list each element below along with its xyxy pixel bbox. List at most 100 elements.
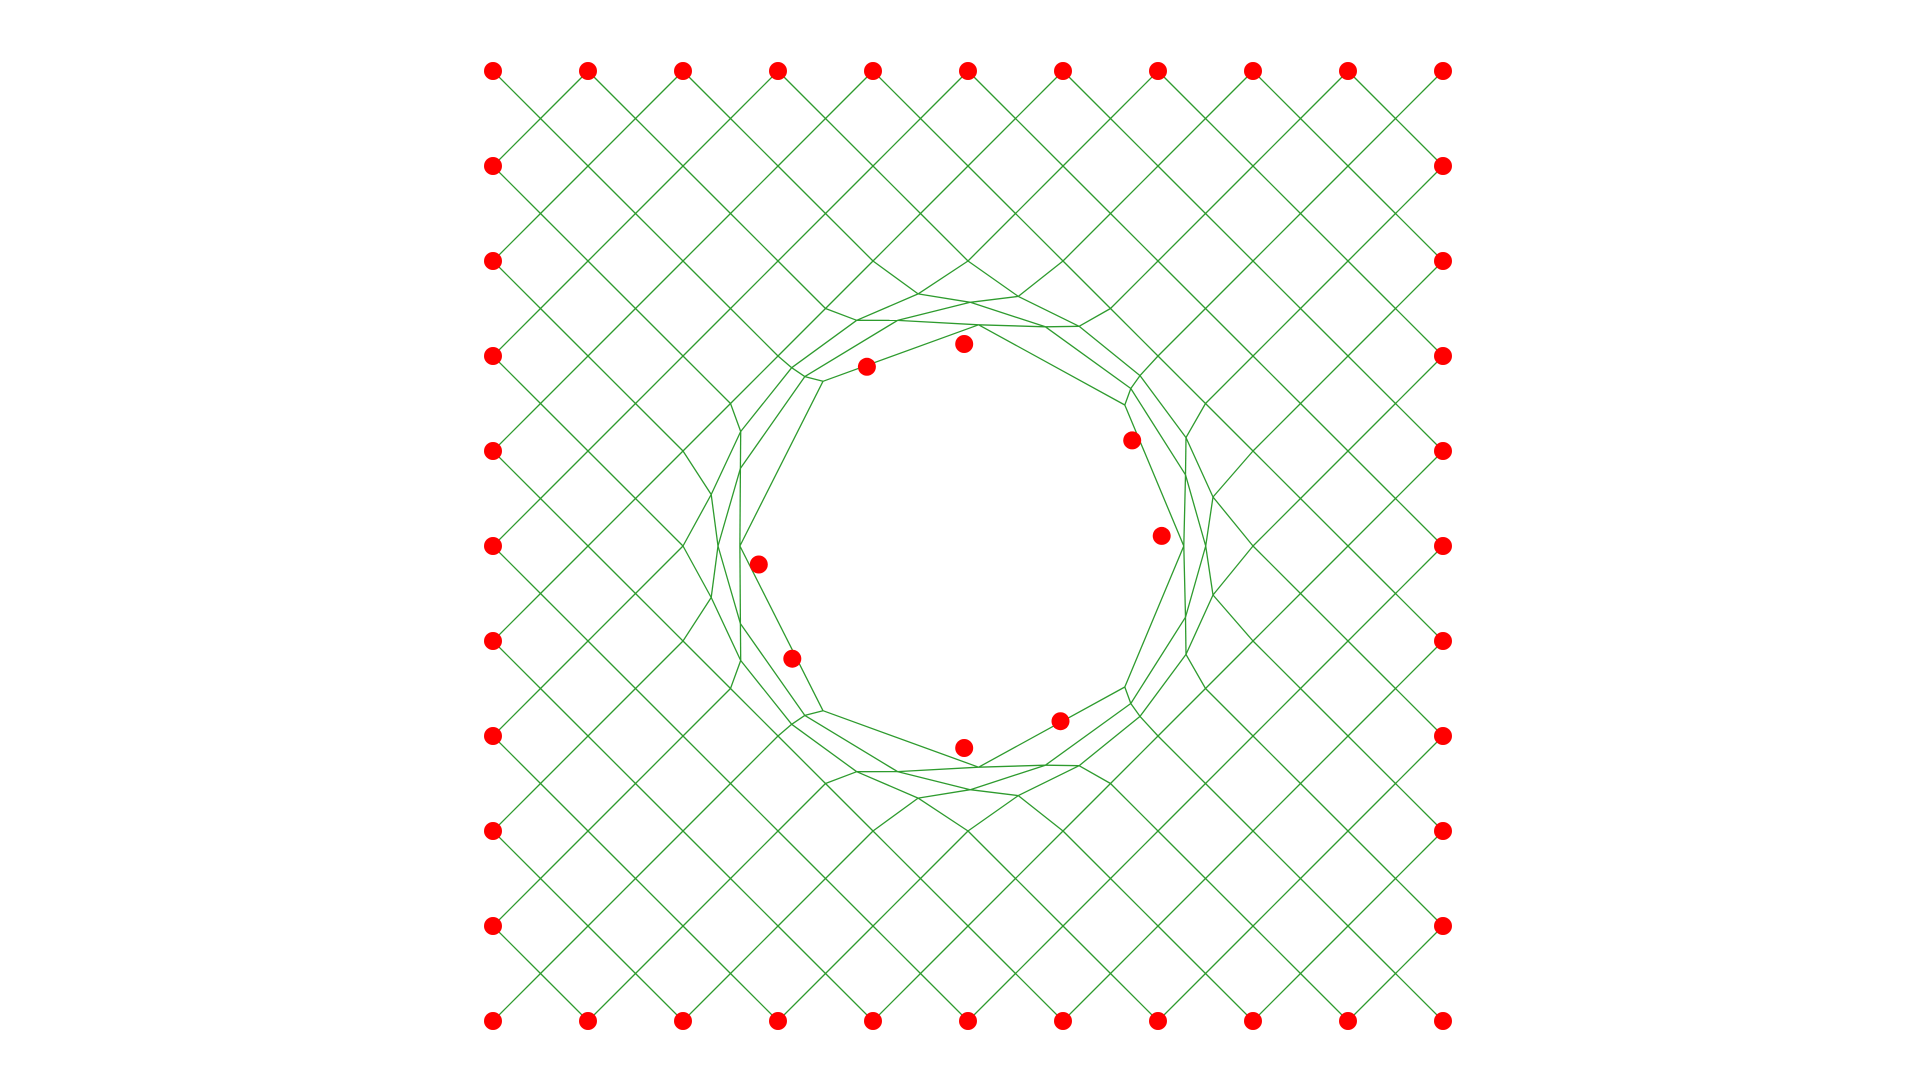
mesh-edge bbox=[1347, 450, 1396, 499]
boundary-node bbox=[1149, 62, 1167, 80]
mesh-edge bbox=[1157, 878, 1206, 927]
mesh-edge bbox=[920, 118, 969, 167]
mesh-edge bbox=[1062, 165, 1111, 214]
mesh-edge bbox=[730, 213, 779, 262]
mesh-edge bbox=[730, 118, 779, 167]
mesh-edge bbox=[1185, 437, 1214, 498]
mesh-edge bbox=[825, 118, 874, 167]
mesh-edge bbox=[1205, 783, 1254, 832]
boundary-node bbox=[484, 442, 502, 460]
mesh-edge bbox=[856, 293, 919, 321]
mesh-edge bbox=[1205, 878, 1254, 927]
mesh-edge bbox=[1347, 688, 1396, 737]
mesh-edge bbox=[967, 213, 1016, 262]
boundary-node bbox=[769, 62, 787, 80]
boundary-node bbox=[1244, 1012, 1262, 1030]
mesh-edge bbox=[1110, 735, 1159, 784]
mesh-edge bbox=[777, 308, 826, 357]
hole-node bbox=[1152, 526, 1171, 545]
mesh-edge bbox=[635, 213, 684, 262]
mesh-edge bbox=[1015, 213, 1064, 262]
mesh-edge bbox=[540, 118, 589, 167]
mesh-edge bbox=[1252, 830, 1301, 879]
mesh-edge bbox=[825, 260, 874, 309]
mesh-edge bbox=[1205, 925, 1254, 974]
boundary-node bbox=[1244, 62, 1262, 80]
mesh-edge bbox=[1110, 213, 1159, 262]
boundary-node bbox=[1434, 252, 1452, 270]
mesh-edge bbox=[1124, 404, 1185, 547]
boundary-node bbox=[484, 252, 502, 270]
mesh-edge bbox=[710, 431, 742, 495]
mesh-edge bbox=[1017, 795, 1064, 832]
mesh-edge bbox=[1300, 735, 1349, 784]
boundary-node bbox=[579, 62, 597, 80]
mesh-edge bbox=[1347, 308, 1396, 357]
mesh-edge bbox=[1252, 878, 1301, 927]
mesh-edge bbox=[967, 118, 1016, 167]
mesh-edge bbox=[540, 450, 589, 499]
mesh-edge bbox=[635, 545, 684, 594]
mesh-edge bbox=[1045, 702, 1132, 766]
mesh-edge bbox=[682, 118, 731, 167]
mesh-edge bbox=[978, 324, 1046, 328]
mesh-edge bbox=[635, 355, 684, 404]
mesh-edge bbox=[1300, 925, 1349, 974]
mesh-edge bbox=[1157, 260, 1206, 309]
mesh-edge bbox=[1300, 308, 1349, 357]
mesh-edge bbox=[1252, 925, 1301, 974]
mesh-edge bbox=[1347, 735, 1396, 784]
mesh-edge bbox=[540, 403, 589, 452]
mesh-edge bbox=[1078, 715, 1141, 767]
mesh-edge bbox=[1139, 355, 1159, 377]
mesh-edge bbox=[587, 640, 636, 689]
mesh-edge bbox=[967, 878, 1016, 927]
mesh-edge bbox=[1252, 118, 1301, 167]
mesh-edge bbox=[540, 640, 589, 689]
mesh-edge bbox=[1139, 715, 1159, 737]
mesh-edge bbox=[1252, 973, 1301, 1022]
mesh-edge bbox=[1184, 437, 1187, 475]
mesh-edge bbox=[1347, 593, 1396, 642]
boundary-node bbox=[484, 347, 502, 365]
mesh-edge bbox=[635, 70, 684, 119]
mesh-edge bbox=[540, 925, 589, 974]
mesh-edge bbox=[1300, 355, 1349, 404]
mesh-edge bbox=[1183, 474, 1187, 547]
mesh-edge bbox=[825, 878, 874, 927]
mesh-edge bbox=[1062, 260, 1111, 309]
mesh-edge bbox=[1212, 594, 1254, 642]
mesh-edge bbox=[872, 260, 919, 295]
mesh-edge bbox=[710, 545, 719, 598]
mesh-edge bbox=[587, 355, 636, 404]
mesh-edge bbox=[1110, 260, 1159, 309]
mesh-edge bbox=[967, 795, 1019, 832]
mesh-edge bbox=[730, 260, 779, 309]
mesh-edge bbox=[717, 468, 742, 547]
mesh-edge bbox=[1395, 165, 1444, 214]
mesh-edge bbox=[740, 660, 793, 725]
mesh-edge bbox=[1205, 70, 1254, 119]
mesh-edge bbox=[682, 308, 731, 357]
mesh-edge bbox=[970, 764, 1046, 791]
mesh-edge bbox=[540, 735, 589, 784]
boundary-node bbox=[484, 917, 502, 935]
mesh-edge bbox=[682, 494, 712, 547]
mesh-edge bbox=[777, 118, 826, 167]
mesh-edge bbox=[1110, 973, 1159, 1022]
boundary-node bbox=[1149, 1012, 1167, 1030]
mesh-edge bbox=[1347, 355, 1396, 404]
mesh-edge bbox=[635, 783, 684, 832]
mesh-edge bbox=[730, 355, 779, 404]
mesh-edge bbox=[587, 165, 636, 214]
mesh-edge bbox=[492, 830, 541, 879]
mesh-edge bbox=[1062, 70, 1111, 119]
boundary-node bbox=[1434, 537, 1452, 555]
mesh-edge bbox=[1395, 118, 1444, 167]
mesh-edge bbox=[540, 545, 589, 594]
mesh-edge bbox=[920, 830, 969, 879]
mesh-edge bbox=[739, 545, 742, 624]
mesh-edge bbox=[872, 213, 921, 262]
mesh-edge bbox=[1185, 403, 1207, 438]
mesh-edge bbox=[1252, 355, 1301, 404]
